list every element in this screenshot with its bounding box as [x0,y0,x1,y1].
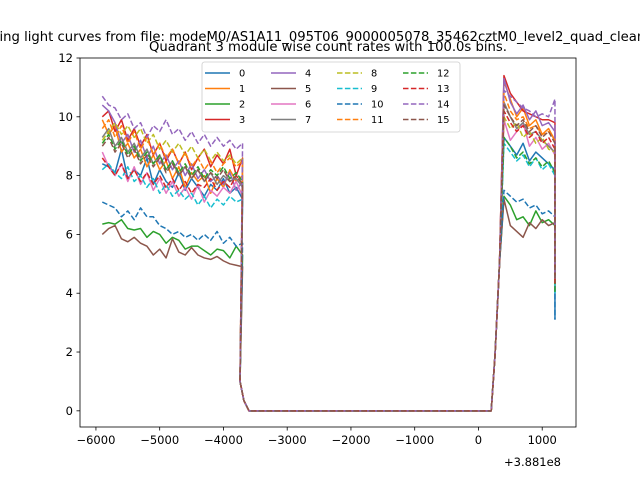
y-tick-label: 0 [66,404,73,418]
series-line-13 [101,110,556,412]
figure-suptitle: Plotting light curves from file: modeM0/… [0,30,640,45]
legend-label-5: 5 [305,84,311,95]
series-line-9 [101,142,556,412]
y-tick-label: 12 [58,51,73,65]
legend-label-2: 2 [239,100,245,111]
legend-label-3: 3 [239,115,245,126]
series-line-10 [101,189,556,412]
legend-label-8: 8 [371,69,377,80]
x-tick-label: 1000 [528,433,557,447]
series-line-15 [101,104,556,412]
series-line-14 [101,89,556,412]
legend-label-7: 7 [305,115,311,126]
legend-label-6: 6 [305,100,311,111]
x-tick-label: 0 [475,433,482,447]
legend-label-11: 11 [371,115,383,126]
x-tick-label: −2000 [331,433,370,447]
series-line-12 [101,133,556,412]
legend-label-4: 4 [305,69,311,80]
series-line-0 [101,136,556,412]
legend-label-12: 12 [437,69,449,80]
series-line-2 [102,195,556,412]
x-tick-label: −5000 [140,433,179,447]
legend-box [201,61,461,133]
series-line-11 [101,92,556,412]
plot-area: −6000 −5000 −4000 −3000 −2000 −1000 0 1000 0 2 4 6 8… [58,51,577,447]
legend-label-15: 15 [437,115,449,126]
x-tick-label: −1000 [395,433,434,447]
y-tick-label: 4 [66,286,73,300]
series-line-8 [101,116,556,412]
y-tick-label: 10 [58,110,73,124]
legend-label-13: 13 [437,84,449,95]
x-tick-label: −6000 [76,433,115,447]
x-offset-label: +3.881e8 [504,455,561,469]
chart-title: Quadrant 3 module wise count rates with … [149,40,507,55]
series-line-5 [101,198,556,412]
x-tick-label: −4000 [204,433,243,447]
legend-label-0: 0 [239,69,245,80]
y-tick-label: 8 [66,169,73,183]
y-tick-label: 2 [66,345,73,359]
legend-label-9: 9 [371,84,377,95]
y-tick-label: 6 [66,227,73,241]
legend-label-10: 10 [371,100,383,111]
legend-label-14: 14 [437,100,449,111]
x-tick-label: −3000 [268,433,307,447]
series-line-7 [101,101,556,412]
legend-label-1: 1 [239,84,245,95]
axes-frame [79,57,577,428]
